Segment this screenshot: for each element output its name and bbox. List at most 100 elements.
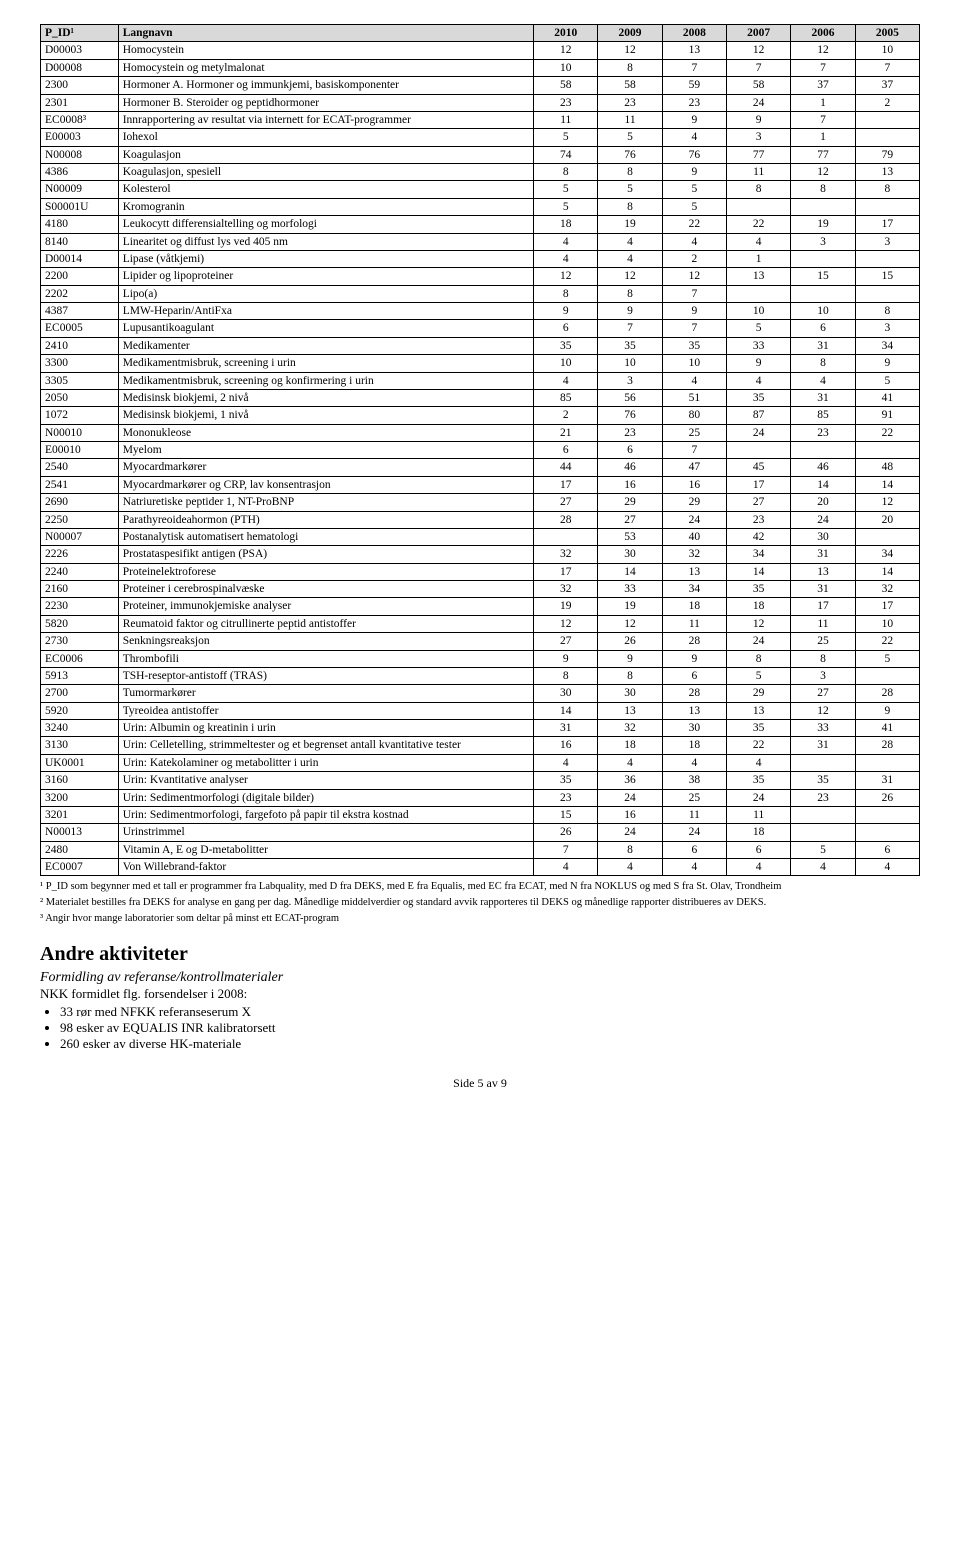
cell-value: 8 bbox=[534, 667, 598, 684]
cell-value: 13 bbox=[662, 702, 726, 719]
cell-value: 12 bbox=[791, 164, 855, 181]
table-row: D00003Homocystein121213121210 bbox=[41, 42, 920, 59]
cell-value: 23 bbox=[791, 424, 855, 441]
column-header: P_ID¹ bbox=[41, 25, 119, 42]
table-row: 2050Medisinsk biokjemi, 2 nivå8556513531… bbox=[41, 389, 920, 406]
cell-name: Medisinsk biokjemi, 2 nivå bbox=[118, 389, 533, 406]
cell-value: 12 bbox=[791, 702, 855, 719]
data-table: P_ID¹Langnavn201020092008200720062005 D0… bbox=[40, 24, 920, 876]
cell-name: Tumormarkører bbox=[118, 685, 533, 702]
cell-value: 10 bbox=[534, 355, 598, 372]
cell-value: 35 bbox=[727, 772, 791, 789]
cell-name: Lipider og lipoproteiner bbox=[118, 268, 533, 285]
cell-value: 33 bbox=[598, 581, 662, 598]
cell-value: 12 bbox=[855, 494, 919, 511]
cell-value: 8 bbox=[727, 181, 791, 198]
cell-name: Urin: Sedimentmorfologi, fargefoto på pa… bbox=[118, 806, 533, 823]
cell-value: 12 bbox=[598, 268, 662, 285]
cell-value: 7 bbox=[855, 59, 919, 76]
cell-value: 7 bbox=[791, 111, 855, 128]
cell-value: 9 bbox=[534, 303, 598, 320]
column-header: 2010 bbox=[534, 25, 598, 42]
cell-name: Senkningsreaksjon bbox=[118, 633, 533, 650]
cell-value: 4 bbox=[662, 129, 726, 146]
cell-value bbox=[791, 442, 855, 459]
table-row: 3240Urin: Albumin og kreatinin i urin313… bbox=[41, 720, 920, 737]
cell-value bbox=[791, 285, 855, 302]
cell-value bbox=[855, 250, 919, 267]
cell-value: 28 bbox=[855, 737, 919, 754]
cell-value: 6 bbox=[598, 442, 662, 459]
cell-pid: 2200 bbox=[41, 268, 119, 285]
cell-value: 22 bbox=[855, 633, 919, 650]
cell-pid: 4386 bbox=[41, 164, 119, 181]
cell-value: 3 bbox=[855, 233, 919, 250]
cell-value: 20 bbox=[791, 494, 855, 511]
table-row: 4180Leukocytt differensialtelling og mor… bbox=[41, 216, 920, 233]
cell-value: 7 bbox=[534, 841, 598, 858]
cell-name: Myocardmarkører bbox=[118, 459, 533, 476]
cell-pid: N00009 bbox=[41, 181, 119, 198]
cell-value: 9 bbox=[662, 303, 726, 320]
cell-value: 15 bbox=[791, 268, 855, 285]
section-subtitle: Formidling av referanse/kontrollmaterial… bbox=[40, 970, 920, 986]
cell-value: 47 bbox=[662, 459, 726, 476]
cell-value: 85 bbox=[534, 389, 598, 406]
cell-value: 27 bbox=[791, 685, 855, 702]
footnote-line: ³ Angir hvor mange laboratorier som delt… bbox=[40, 912, 920, 926]
cell-pid: E00003 bbox=[41, 129, 119, 146]
cell-value: 9 bbox=[662, 650, 726, 667]
column-header: 2005 bbox=[855, 25, 919, 42]
table-row: 5913TSH-reseptor-antistoff (TRAS)88653 bbox=[41, 667, 920, 684]
cell-value: 6 bbox=[855, 841, 919, 858]
cell-value: 14 bbox=[855, 476, 919, 493]
intro-line: NKK formidlet flg. forsendelser i 2008: bbox=[40, 986, 920, 1002]
table-row: 8140Linearitet og diffust lys ved 405 nm… bbox=[41, 233, 920, 250]
cell-value: 4 bbox=[727, 372, 791, 389]
table-body: D00003Homocystein121213121210D00008Homoc… bbox=[41, 42, 920, 876]
cell-value: 8 bbox=[598, 667, 662, 684]
cell-value: 22 bbox=[727, 216, 791, 233]
cell-value: 79 bbox=[855, 146, 919, 163]
cell-value: 23 bbox=[727, 511, 791, 528]
cell-value: 76 bbox=[598, 407, 662, 424]
cell-value: 58 bbox=[534, 77, 598, 94]
cell-value: 9 bbox=[598, 303, 662, 320]
cell-value: 8 bbox=[598, 164, 662, 181]
table-row: 3305Medikamentmisbruk, screening og konf… bbox=[41, 372, 920, 389]
cell-value: 58 bbox=[598, 77, 662, 94]
cell-value bbox=[855, 754, 919, 771]
cell-value: 46 bbox=[791, 459, 855, 476]
cell-value: 12 bbox=[727, 42, 791, 59]
cell-value: 10 bbox=[855, 615, 919, 632]
cell-value: 9 bbox=[662, 111, 726, 128]
table-row: 2700Tumormarkører303028292728 bbox=[41, 685, 920, 702]
cell-value: 25 bbox=[662, 424, 726, 441]
cell-value: 9 bbox=[855, 702, 919, 719]
cell-value: 32 bbox=[534, 581, 598, 598]
cell-pid: 3240 bbox=[41, 720, 119, 737]
table-row: EC0005Lupusantikoagulant677563 bbox=[41, 320, 920, 337]
cell-value: 51 bbox=[662, 389, 726, 406]
cell-value bbox=[727, 442, 791, 459]
cell-value: 24 bbox=[727, 424, 791, 441]
cell-value: 6 bbox=[791, 320, 855, 337]
cell-value: 85 bbox=[791, 407, 855, 424]
cell-value: 8 bbox=[598, 285, 662, 302]
cell-value bbox=[791, 806, 855, 823]
cell-name: Medikamenter bbox=[118, 337, 533, 354]
table-row: N00007Postanalytisk automatisert hematol… bbox=[41, 528, 920, 545]
table-row: N00010Mononukleose212325242322 bbox=[41, 424, 920, 441]
cell-value bbox=[791, 250, 855, 267]
bullet-list: 33 rør med NFKK referanseserum X98 esker… bbox=[60, 1004, 920, 1052]
cell-value: 44 bbox=[534, 459, 598, 476]
cell-name: Koagulasjon bbox=[118, 146, 533, 163]
cell-value: 31 bbox=[791, 581, 855, 598]
cell-value: 5 bbox=[534, 129, 598, 146]
list-item: 33 rør med NFKK referanseserum X bbox=[60, 1004, 920, 1020]
cell-value: 12 bbox=[534, 615, 598, 632]
cell-value bbox=[855, 129, 919, 146]
cell-value: 3 bbox=[598, 372, 662, 389]
cell-name: Koagulasjon, spesiell bbox=[118, 164, 533, 181]
cell-pid: 2541 bbox=[41, 476, 119, 493]
